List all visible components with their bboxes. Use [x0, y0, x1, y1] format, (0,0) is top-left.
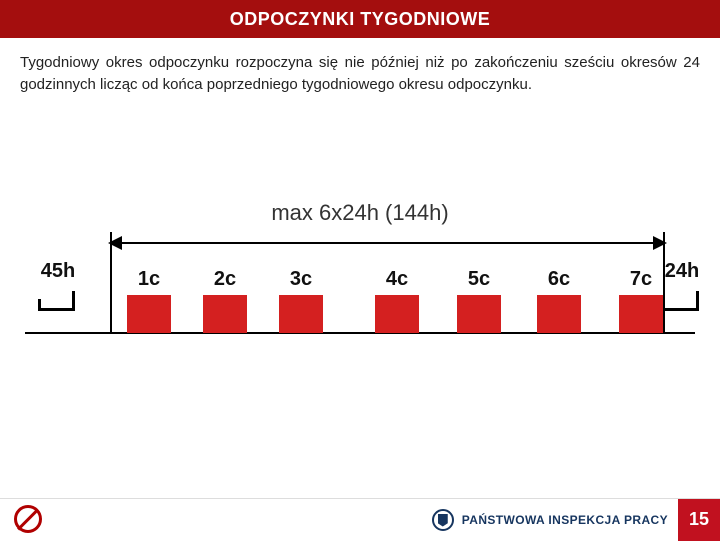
left-rest-marker: 45h — [28, 260, 88, 311]
dimension-line — [110, 242, 665, 244]
period-cell: 5c — [448, 268, 510, 333]
period-label: 3c — [270, 268, 332, 291]
header-bar: ODPOCZYNKI TYGODNIOWE — [0, 0, 720, 38]
period-box — [279, 295, 323, 333]
diagram: max 6x24h (144h) 45h 24h 1c2c3c4c5c6c7c — [30, 200, 690, 400]
prohibition-icon — [14, 505, 42, 533]
dimension-tick-left — [110, 232, 112, 334]
period-box — [457, 295, 501, 333]
period-label: 5c — [448, 268, 510, 291]
footer-brand-text: PAŃSTWOWA INSPEKCJA PRACY — [462, 513, 668, 527]
page-number: 15 — [678, 499, 720, 541]
dimension-label: max 6x24h (144h) — [30, 200, 690, 226]
period-cell: 1c — [118, 268, 180, 333]
period-cell: 4c — [366, 268, 428, 333]
period-cell: 6c — [528, 268, 590, 333]
period-box — [619, 295, 663, 333]
period-label: 7c — [610, 268, 672, 291]
period-label: 4c — [366, 268, 428, 291]
period-cell: 3c — [270, 268, 332, 333]
header-title: ODPOCZYNKI TYGODNIOWE — [230, 9, 491, 30]
period-box — [127, 295, 171, 333]
period-box — [375, 295, 419, 333]
period-box — [537, 295, 581, 333]
bed-icon — [38, 289, 78, 311]
shield-icon — [432, 509, 454, 531]
body-paragraph: Tygodniowy okres odpoczynku rozpoczyna s… — [20, 52, 700, 96]
period-label: 2c — [194, 268, 256, 291]
period-box — [203, 295, 247, 333]
footer-brand: PAŃSTWOWA INSPEKCJA PRACY — [432, 509, 668, 531]
body-area: Tygodniowy okres odpoczynku rozpoczyna s… — [0, 38, 720, 96]
period-cell: 2c — [194, 268, 256, 333]
period-cell: 7c — [610, 268, 672, 333]
footer: PAŃSTWOWA INSPEKCJA PRACY 15 — [0, 498, 720, 540]
period-label: 1c — [118, 268, 180, 291]
left-hours: 45h — [28, 260, 88, 283]
period-label: 6c — [528, 268, 590, 291]
